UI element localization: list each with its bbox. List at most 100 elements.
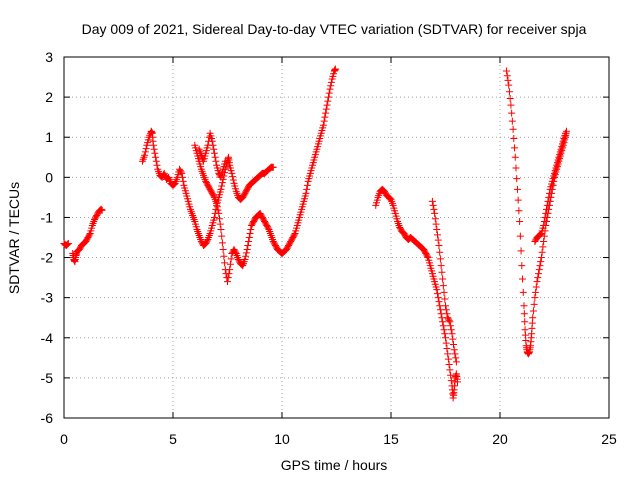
data-point <box>535 270 543 278</box>
data-point <box>517 247 525 255</box>
series-seg8 <box>503 67 570 358</box>
data-point <box>511 144 519 152</box>
data-point <box>423 252 431 260</box>
data-point <box>326 85 334 93</box>
data-point <box>442 339 450 347</box>
data-point <box>507 101 515 109</box>
data-point <box>216 215 224 223</box>
data-point <box>447 326 455 334</box>
data-point <box>519 275 527 283</box>
data-point <box>290 231 298 239</box>
data-point <box>437 262 445 270</box>
data-point <box>327 82 335 90</box>
series-seg9 <box>531 129 569 246</box>
data-point <box>532 283 540 291</box>
data-point <box>537 230 545 238</box>
data-point <box>518 262 526 270</box>
data-point <box>561 129 569 137</box>
series-seg4 <box>191 65 339 286</box>
data-point <box>430 205 438 213</box>
data-point <box>218 232 226 240</box>
data-point <box>150 145 158 153</box>
data-point <box>446 318 454 326</box>
data-point <box>64 240 72 248</box>
data-point <box>531 294 539 302</box>
data-point <box>264 224 272 232</box>
data-point <box>444 355 452 363</box>
data-point <box>431 209 439 217</box>
x-axis-label: GPS time / hours <box>281 457 388 473</box>
data-point <box>515 207 523 215</box>
data-point <box>537 258 545 266</box>
x-tick-labels: 0 5 10 15 20 25 <box>60 431 617 447</box>
data-point <box>530 300 538 308</box>
data-point <box>203 237 211 245</box>
data-point <box>443 344 451 352</box>
data-point <box>226 266 234 274</box>
data-point <box>212 157 220 165</box>
data-point <box>218 239 226 247</box>
data-point <box>149 141 157 149</box>
data-point <box>433 286 441 294</box>
data-point <box>429 201 437 209</box>
data-point <box>447 377 455 385</box>
data-point <box>521 318 529 326</box>
data-point <box>441 295 449 303</box>
plot-frame <box>63 56 610 419</box>
data-point <box>228 169 236 177</box>
data-point <box>221 259 229 267</box>
y-tick-label: -1 <box>41 209 54 225</box>
y-tick-label: 2 <box>45 89 53 105</box>
data-point <box>508 117 516 125</box>
data-point <box>453 378 461 386</box>
data-point <box>436 255 444 263</box>
data-point <box>435 298 443 306</box>
data-marks <box>60 65 570 402</box>
data-point <box>434 231 442 239</box>
data-point <box>269 163 277 171</box>
data-point <box>179 177 187 185</box>
data-point <box>324 97 332 105</box>
y-tick-label: -6 <box>41 410 54 426</box>
data-point <box>229 173 237 181</box>
data-point <box>529 307 537 315</box>
data-point <box>442 302 449 310</box>
data-point <box>242 252 250 260</box>
data-point <box>322 109 330 117</box>
data-point <box>452 358 460 366</box>
data-point <box>516 217 524 225</box>
data-point <box>323 101 331 109</box>
data-point <box>211 153 219 161</box>
data-point <box>451 350 459 358</box>
data-point <box>532 288 540 296</box>
data-point <box>505 81 513 89</box>
data-point <box>508 109 516 117</box>
data-point <box>545 189 553 197</box>
data-point <box>514 196 522 204</box>
data-point <box>302 189 310 197</box>
data-point <box>535 266 543 274</box>
data-point <box>217 185 225 193</box>
data-point <box>545 193 553 201</box>
data-point <box>213 203 221 211</box>
data-point <box>513 175 521 183</box>
data-point <box>504 76 512 84</box>
data-point <box>506 94 514 102</box>
x-tick-label: 5 <box>169 431 177 447</box>
data-point <box>442 334 449 342</box>
data-point <box>209 141 217 149</box>
data-point <box>445 361 453 369</box>
data-point <box>325 93 333 101</box>
data-point <box>177 168 185 176</box>
y-tick-labels: -6 -5 -4 -3 -2 -1 0 1 2 3 <box>41 49 54 426</box>
chart-title: Day 009 of 2021, Sidereal Day-to-day VTE… <box>82 21 587 37</box>
axis-ticks <box>63 56 610 419</box>
data-point <box>503 67 511 75</box>
data-point <box>543 205 551 213</box>
data-point <box>225 270 233 278</box>
data-point <box>446 366 454 374</box>
y-axis-label: SDTVAR / TECUs <box>6 182 22 294</box>
data-point <box>516 232 524 240</box>
data-point <box>243 246 251 254</box>
data-point <box>509 125 517 133</box>
